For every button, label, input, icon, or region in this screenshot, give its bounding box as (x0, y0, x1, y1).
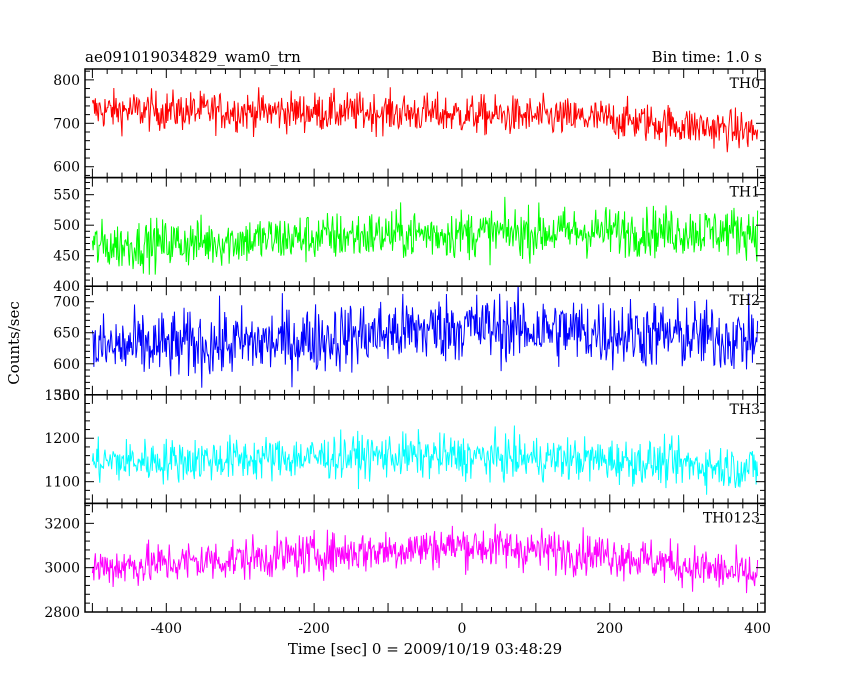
x-axis-label: Time [sec] 0 = 2009/10/19 03:48:29 (288, 640, 562, 658)
panel-label-th0123: TH0123 (703, 510, 760, 526)
y-tick-label: 1100 (44, 475, 80, 491)
x-tick-label: 400 (744, 621, 771, 637)
x-tick-label: 200 (596, 621, 623, 637)
series-th2-line (91, 286, 759, 388)
series-th1-line (91, 196, 759, 275)
x-tick-label: -200 (298, 621, 329, 637)
y-tick-label: 800 (53, 73, 80, 89)
y-tick-label: 650 (53, 326, 80, 342)
y-axis-label: Counts/sec (5, 301, 23, 385)
panels-group: TH0 600 700 800 TH1 400 450 500 550 TH2 550 600 650 7… (44, 68, 771, 637)
y-tick-label: 2800 (44, 605, 80, 621)
x-tick-label: -400 (151, 621, 182, 637)
series-th3-line (91, 425, 759, 495)
panel-label-th3: TH3 (730, 402, 760, 418)
y-tick-label: 1300 (44, 388, 80, 404)
y-tick-label: 3200 (44, 516, 80, 532)
panel-label-th0: TH0 (730, 76, 760, 92)
x-tick-label: 0 (457, 621, 466, 637)
bin-time-label: Bin time: 1.0 s (652, 48, 762, 66)
y-tick-label: 500 (53, 218, 80, 234)
panel-label-th2: TH2 (730, 293, 760, 309)
y-tick-label: 550 (53, 388, 80, 404)
y-tick-label: 600 (53, 160, 80, 176)
y-tick-label: 400 (53, 279, 80, 295)
series-th0123-line (91, 523, 759, 594)
y-tick-label: 550 (53, 188, 80, 204)
y-tick-label: 3000 (44, 561, 80, 577)
y-tick-label: 1200 (44, 431, 80, 447)
series-th0-line (91, 87, 759, 153)
chart-title: ae091019034829_wam0_trn (85, 48, 301, 66)
y-tick-label: 700 (53, 295, 80, 311)
y-tick-label: 450 (53, 249, 80, 265)
y-tick-label: 700 (53, 116, 80, 132)
panel-frame-th0123 (84, 502, 766, 613)
y-tick-label: 600 (53, 357, 80, 373)
panel-label-th1: TH1 (730, 185, 760, 201)
